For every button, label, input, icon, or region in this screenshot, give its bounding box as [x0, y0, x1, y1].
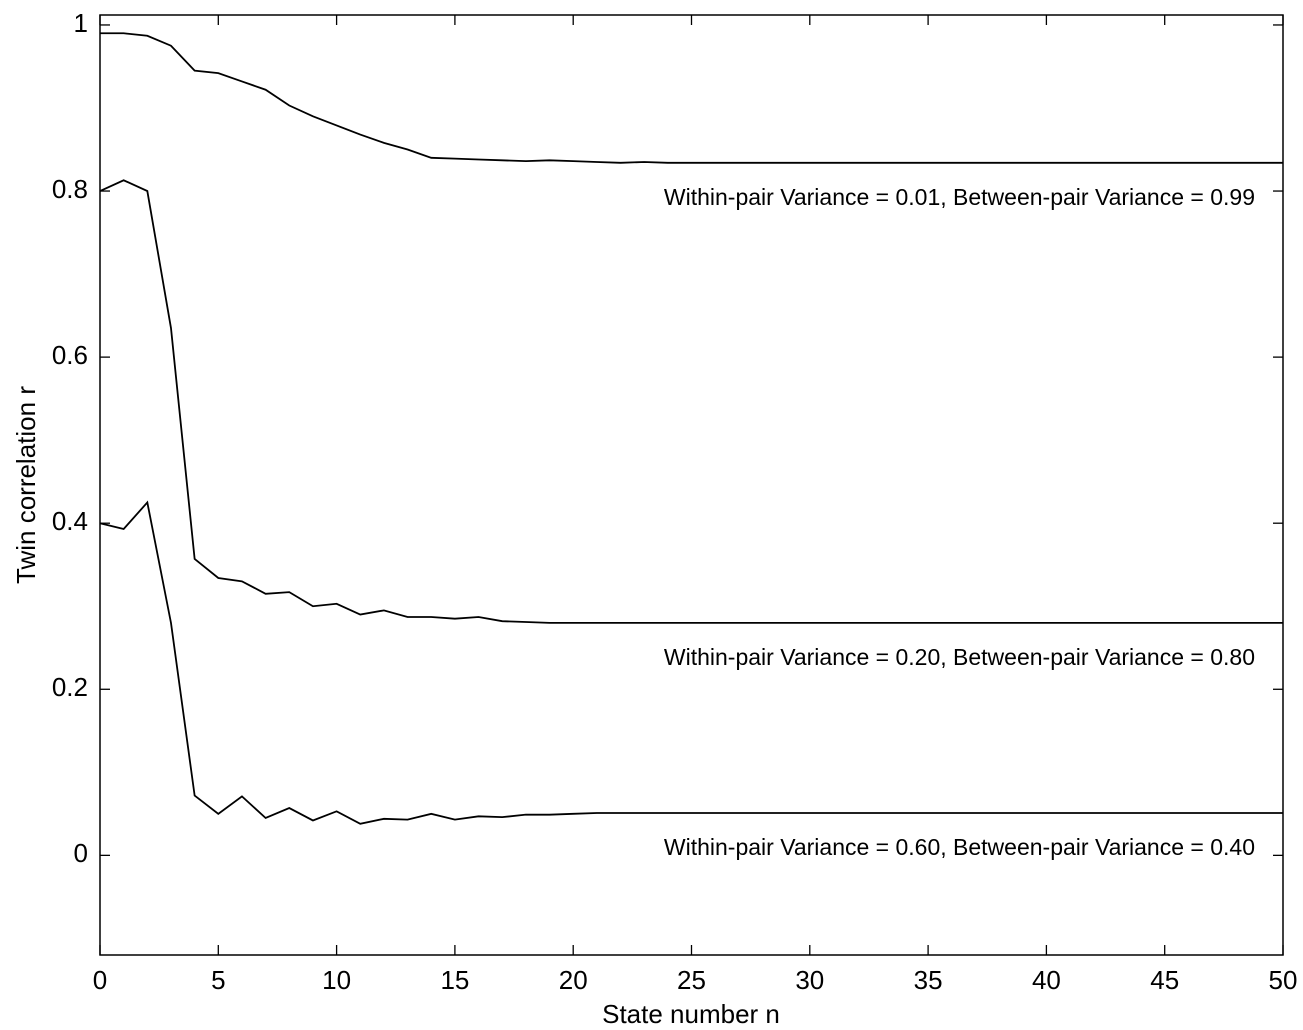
x-tick-label: 40	[1032, 965, 1061, 995]
y-tick-label: 1	[74, 8, 88, 38]
x-tick-label: 10	[322, 965, 351, 995]
y-tick-label: 0.8	[52, 174, 88, 204]
y-tick-label: 0.6	[52, 340, 88, 370]
y-tick-label: 0.2	[52, 672, 88, 702]
series-line	[99, 179, 1283, 624]
x-tick-label: 30	[795, 965, 824, 995]
x-tick-label: 25	[677, 965, 706, 995]
x-tick-label: 0	[93, 965, 107, 995]
series-line	[99, 500, 1283, 825]
x-axis-label: State number n	[602, 999, 780, 1029]
x-tick-label: 15	[440, 965, 469, 995]
y-tick-label: 0	[74, 838, 88, 868]
series-annotation: Within-pair Variance = 0.20, Between-pai…	[664, 644, 1255, 670]
plot-frame	[99, 14, 1284, 956]
x-tick-label: 50	[1269, 965, 1298, 995]
series-line	[100, 32, 1283, 164]
y-axis-label: Twin correlation r	[11, 386, 41, 584]
x-tick-label: 5	[211, 965, 225, 995]
y-tick-label: 0.4	[52, 506, 88, 536]
series-annotation: Within-pair Variance = 0.60, Between-pai…	[664, 834, 1255, 860]
x-tick-label: 35	[914, 965, 943, 995]
x-tick-label: 20	[559, 965, 588, 995]
series-annotation: Within-pair Variance = 0.01, Between-pai…	[664, 184, 1255, 210]
x-tick-label: 45	[1150, 965, 1179, 995]
